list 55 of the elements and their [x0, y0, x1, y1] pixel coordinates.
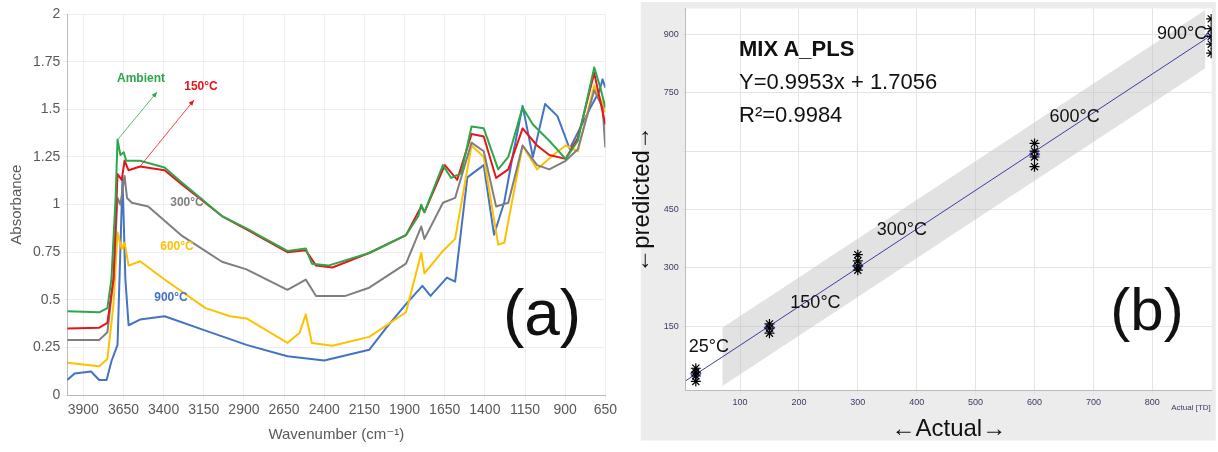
y-tick-label: 150 — [663, 320, 679, 331]
y-axis-title: Absorbance — [7, 164, 25, 245]
series-label: 900°C — [154, 290, 189, 305]
annotation: 25°C — [688, 335, 729, 356]
x-tick-label: 3650 — [107, 401, 140, 418]
annotation: 900°C — [1156, 23, 1208, 44]
x-axis-title: ←Actual→ — [891, 414, 1007, 442]
y-tick-label: 1.5 — [40, 100, 61, 117]
y-axis-title: ←predicted→ — [627, 126, 655, 273]
y-tick-label: 1 — [52, 195, 61, 212]
point — [1028, 137, 1041, 149]
x-tick-label: 800 — [1144, 397, 1160, 408]
x-axis-title: Wavenumber (cm⁻¹) — [268, 425, 405, 443]
x-tick-label: 1400 — [469, 401, 501, 418]
y-tick-label: 2 — [52, 4, 61, 21]
x-tick-label: 3400 — [148, 401, 180, 418]
annotation: (b) — [1110, 275, 1184, 343]
x-tick-label: 400 — [909, 397, 925, 408]
annotation: Y=0.9953x + 1.7056 — [739, 69, 938, 95]
point — [1028, 161, 1041, 173]
x-tick-label: 200 — [791, 397, 807, 408]
y-tick-label: 450 — [663, 204, 679, 214]
text: Ambient — [117, 71, 165, 86]
x-tick-label: 300 — [850, 397, 866, 408]
x-tick-label: 3150 — [188, 401, 220, 418]
x-tick-label: 600 — [1026, 397, 1043, 408]
x-tick-label: 1650 — [429, 401, 461, 418]
y-tick-label: 0.5 — [40, 290, 61, 307]
x-tick-label: 500 — [968, 397, 984, 408]
x-tick-label: 650 — [593, 401, 618, 418]
annotation: (a) — [502, 276, 582, 349]
x-tick-label: 900 — [553, 401, 578, 418]
x-tick-label: 1900 — [388, 401, 421, 418]
y-tick-label: 0 — [52, 386, 61, 403]
x-tick-label: 2150 — [348, 401, 381, 418]
y-tick-label: 0.75 — [33, 243, 61, 260]
x-tick-label: 2650 — [268, 401, 300, 418]
annotation: R²=0.9984 — [739, 102, 843, 128]
y-tick-label: 300 — [663, 262, 679, 273]
y-tick-label: 1.25 — [33, 147, 61, 164]
y-tick-label: 1.75 — [33, 52, 61, 69]
x-tick-label: 700 — [1085, 397, 1101, 408]
x-tick-label: 2900 — [228, 401, 260, 418]
series-label: 600°C — [160, 239, 195, 254]
x-tick-label: 1150 — [509, 401, 541, 418]
y-tick-label: 750 — [663, 87, 679, 98]
annotation: MIX A_PLS — [739, 36, 855, 62]
x-tick-label: 100 — [732, 397, 748, 408]
text: 150°C — [184, 79, 219, 94]
x-tick-label: 2400 — [308, 401, 341, 418]
x-tick-label: 3900 — [67, 401, 100, 418]
series-label: 300°C — [170, 195, 205, 210]
y-tick-label: 0.25 — [33, 338, 61, 355]
text: Actual [TD] — [1171, 402, 1211, 412]
y-tick-label: 900 — [663, 28, 679, 39]
